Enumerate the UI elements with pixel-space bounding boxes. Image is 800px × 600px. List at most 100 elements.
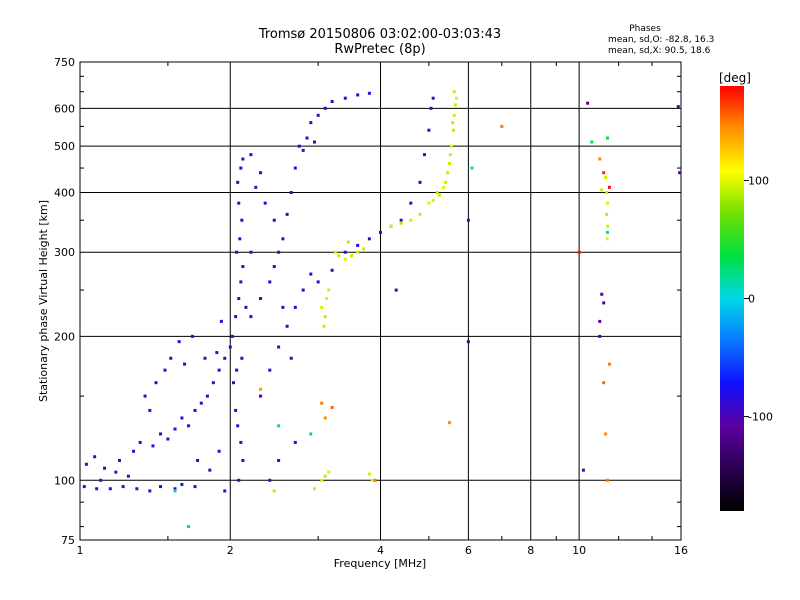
y-tick-label: 750 — [54, 56, 75, 69]
x-tick-label: 4 — [377, 544, 384, 557]
data-point — [399, 221, 403, 225]
data-point — [249, 315, 253, 319]
data-point — [166, 437, 170, 441]
data-point — [237, 201, 241, 205]
x-tick-label: 8 — [527, 544, 534, 557]
colorbar-tick-label: 100 — [748, 174, 769, 187]
data-point — [223, 489, 227, 493]
data-point — [409, 218, 413, 222]
data-point — [259, 394, 263, 398]
data-point — [598, 319, 602, 323]
data-point — [236, 180, 240, 184]
data-point — [180, 482, 184, 486]
data-point — [330, 268, 334, 272]
data-point — [190, 334, 194, 338]
colorbar-label: [deg] — [719, 71, 751, 85]
data-point — [277, 424, 281, 428]
data-point — [244, 305, 248, 309]
data-point — [446, 171, 450, 175]
data-point — [235, 368, 239, 372]
data-point — [281, 237, 285, 241]
data-point — [466, 340, 470, 344]
data-point — [437, 193, 441, 197]
data-point — [604, 175, 608, 179]
y-tick-label: 600 — [54, 102, 75, 115]
data-point — [230, 334, 234, 338]
data-point — [449, 144, 453, 148]
data-point — [103, 466, 107, 470]
data-point — [272, 265, 276, 269]
data-point — [333, 250, 337, 254]
data-point — [228, 345, 232, 349]
data-point — [231, 381, 235, 385]
data-point — [466, 218, 470, 222]
data-point — [605, 237, 609, 241]
data-point — [309, 272, 313, 276]
data-point — [323, 474, 327, 478]
data-point — [325, 297, 329, 301]
data-point — [343, 96, 347, 100]
data-point — [239, 166, 243, 170]
data-point — [367, 91, 371, 95]
data-point — [590, 140, 594, 144]
data-point — [159, 432, 163, 436]
data-point — [678, 171, 682, 175]
data-point — [249, 250, 253, 254]
data-point — [323, 106, 327, 110]
data-point — [193, 485, 197, 489]
data-points — [82, 90, 682, 529]
data-point — [370, 478, 374, 482]
data-point — [148, 408, 152, 412]
data-point — [293, 305, 297, 309]
data-point — [187, 525, 191, 529]
data-point — [399, 218, 403, 222]
data-point — [173, 487, 177, 491]
data-point — [263, 201, 267, 205]
data-point — [187, 424, 191, 428]
data-point — [238, 237, 242, 241]
data-point — [389, 224, 393, 228]
data-point — [604, 432, 608, 436]
x-tick-label: 2 — [227, 544, 234, 557]
data-point — [309, 121, 313, 125]
data-point — [316, 280, 320, 284]
data-point — [241, 458, 245, 462]
data-point — [281, 305, 285, 309]
data-point — [237, 297, 241, 301]
data-point — [606, 478, 610, 482]
data-point — [143, 394, 147, 398]
colorbar-tick-label: -100 — [748, 411, 773, 424]
data-point — [82, 485, 86, 489]
data-point — [427, 201, 431, 205]
data-point — [259, 171, 263, 175]
data-point — [607, 362, 611, 366]
data-point — [199, 401, 203, 405]
data-point — [259, 387, 263, 391]
data-point — [118, 458, 122, 462]
data-point — [602, 301, 606, 305]
y-tick-label: 300 — [54, 246, 75, 259]
y-tick-label: 200 — [54, 330, 75, 343]
data-point — [444, 180, 448, 184]
data-point — [606, 224, 610, 228]
data-point — [223, 356, 227, 360]
data-point — [362, 247, 366, 251]
data-point — [309, 432, 313, 436]
data-point — [676, 105, 680, 109]
data-point — [453, 103, 457, 107]
data-point — [240, 218, 244, 222]
data-point — [84, 462, 88, 466]
plot-frame — [79, 61, 682, 541]
data-point — [234, 315, 238, 319]
data-point — [277, 250, 281, 254]
data-point — [277, 458, 281, 462]
data-point — [323, 315, 327, 319]
data-point — [312, 140, 316, 144]
data-point — [367, 237, 371, 241]
data-point — [215, 351, 219, 355]
data-point — [193, 408, 197, 412]
data-point — [605, 212, 609, 216]
data-point — [431, 96, 435, 100]
data-point — [108, 487, 112, 491]
data-point — [114, 470, 118, 474]
